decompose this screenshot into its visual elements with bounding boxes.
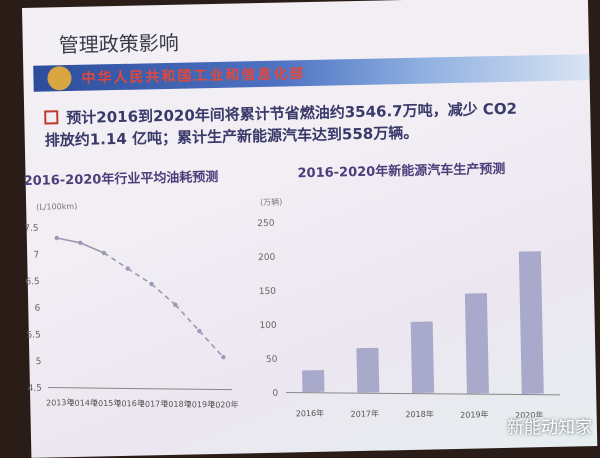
bar: [356, 347, 380, 393]
bar: [302, 369, 325, 393]
x-axis: [47, 387, 233, 391]
bullet-square-icon: [44, 110, 59, 125]
x-tick-label: 2016年: [296, 408, 325, 419]
y-tick-label: 7: [33, 250, 39, 260]
y-tick-label: 50: [266, 355, 278, 365]
x-tick-label: 2014年: [69, 397, 98, 408]
data-point: [221, 354, 226, 360]
y-tick-label: 5.5: [26, 330, 41, 340]
line-chart: (L/100km)7.576.565.554.52013年2014年2015年2…: [24, 202, 239, 410]
x-tick-label: 2019年: [187, 399, 216, 410]
presentation-slide: 管理政策影响 中华人民共和国工业和信息化部 预计2016到2020年间将累计节省…: [22, 0, 598, 458]
forecast-segment: [198, 330, 224, 358]
y-axis-unit: (L/100km): [36, 202, 77, 212]
x-tick-label: 2018年: [405, 409, 434, 420]
x-tick-label: 2018年: [163, 399, 192, 410]
data-point: [197, 328, 202, 334]
forecast-segment: [127, 267, 152, 285]
x-tick-label: 2020年: [515, 410, 544, 421]
x-tick-label: 2019年: [460, 409, 489, 420]
watermark: 新能动知家: [507, 418, 592, 438]
bullet-line-1: 预计2016到2020年间将累计节省燃油约3546.7万吨，减少 CO2: [66, 99, 518, 128]
y-tick-label: 250: [257, 219, 275, 229]
actual-segment: [80, 242, 105, 254]
bullet-line-2: 排放约1.14 亿吨；累计生产新能源汽车达到558万辆。: [44, 123, 419, 150]
y-tick-label: 0: [272, 389, 278, 399]
data-point: [78, 240, 83, 246]
x-axis: [286, 392, 561, 396]
bar: [464, 293, 489, 394]
data-point: [101, 250, 107, 256]
slide-title: 管理政策影响: [58, 30, 180, 58]
y-axis-unit: (万辆): [260, 197, 282, 207]
x-tick-label: 2017年: [350, 408, 379, 419]
national-emblem-icon: [47, 65, 72, 91]
y-tick-label: 200: [258, 253, 276, 263]
forecast-segment: [150, 283, 176, 306]
actual-segment: [56, 237, 81, 244]
y-tick-label: 5: [36, 357, 42, 367]
data-point: [173, 302, 178, 308]
y-tick-label: 100: [259, 321, 277, 331]
x-tick-label: 2016年: [116, 398, 145, 409]
y-tick-label: 6.5: [25, 277, 40, 287]
bullet-text: 预计2016到2020年间将累计节省燃油约3546.7万吨，减少 CO2 排放约…: [44, 97, 565, 152]
data-point: [149, 281, 154, 287]
x-tick-label: 2020年: [210, 399, 239, 410]
banner-text: 中华人民共和国工业和信息化部: [81, 66, 306, 87]
bar: [410, 321, 435, 394]
y-tick-label: 6: [34, 304, 40, 314]
x-tick-label: 2013年: [46, 397, 75, 408]
y-tick-label: 150: [259, 287, 277, 297]
ministry-banner: 中华人民共和国工业和信息化部: [33, 54, 590, 92]
bar: [518, 251, 544, 395]
forecast-segment: [174, 304, 200, 332]
bar-chart: (万辆) 250 200 150 100 50 0 2016年 2017年 2018年 2019年 2…: [257, 197, 561, 421]
forecast-segment: [103, 252, 129, 270]
data-point: [54, 235, 60, 241]
x-tick-label: 2015年: [93, 398, 122, 409]
y-tick-label: 4.5: [28, 384, 43, 394]
y-tick-label: 7.5: [24, 224, 39, 234]
x-tick-label: 2017年: [140, 398, 169, 409]
data-point: [125, 266, 130, 271]
